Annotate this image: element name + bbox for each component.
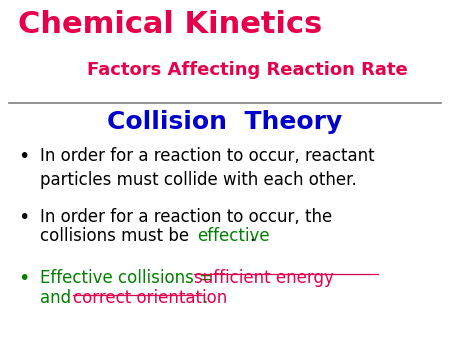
Text: •: •: [18, 147, 29, 166]
Text: effective: effective: [197, 227, 270, 245]
Text: Chemical Kinetics: Chemical Kinetics: [18, 10, 322, 39]
Text: In order for a reaction to occur, reactant
particles must collide with each othe: In order for a reaction to occur, reacta…: [40, 147, 375, 189]
Text: .: .: [249, 227, 254, 245]
Text: .: .: [202, 289, 208, 307]
Text: Effective collisions =: Effective collisions =: [40, 269, 219, 287]
Text: •: •: [18, 208, 29, 227]
Text: In order for a reaction to occur, the: In order for a reaction to occur, the: [40, 208, 333, 226]
Text: Collision  Theory: Collision Theory: [108, 110, 342, 134]
Text: and: and: [40, 289, 77, 307]
Text: correct orientation: correct orientation: [73, 289, 228, 307]
Text: sufficient energy: sufficient energy: [194, 269, 333, 287]
Text: Factors Affecting Reaction Rate: Factors Affecting Reaction Rate: [87, 61, 408, 79]
Text: •: •: [18, 269, 29, 288]
Text: collisions must be: collisions must be: [40, 227, 195, 245]
